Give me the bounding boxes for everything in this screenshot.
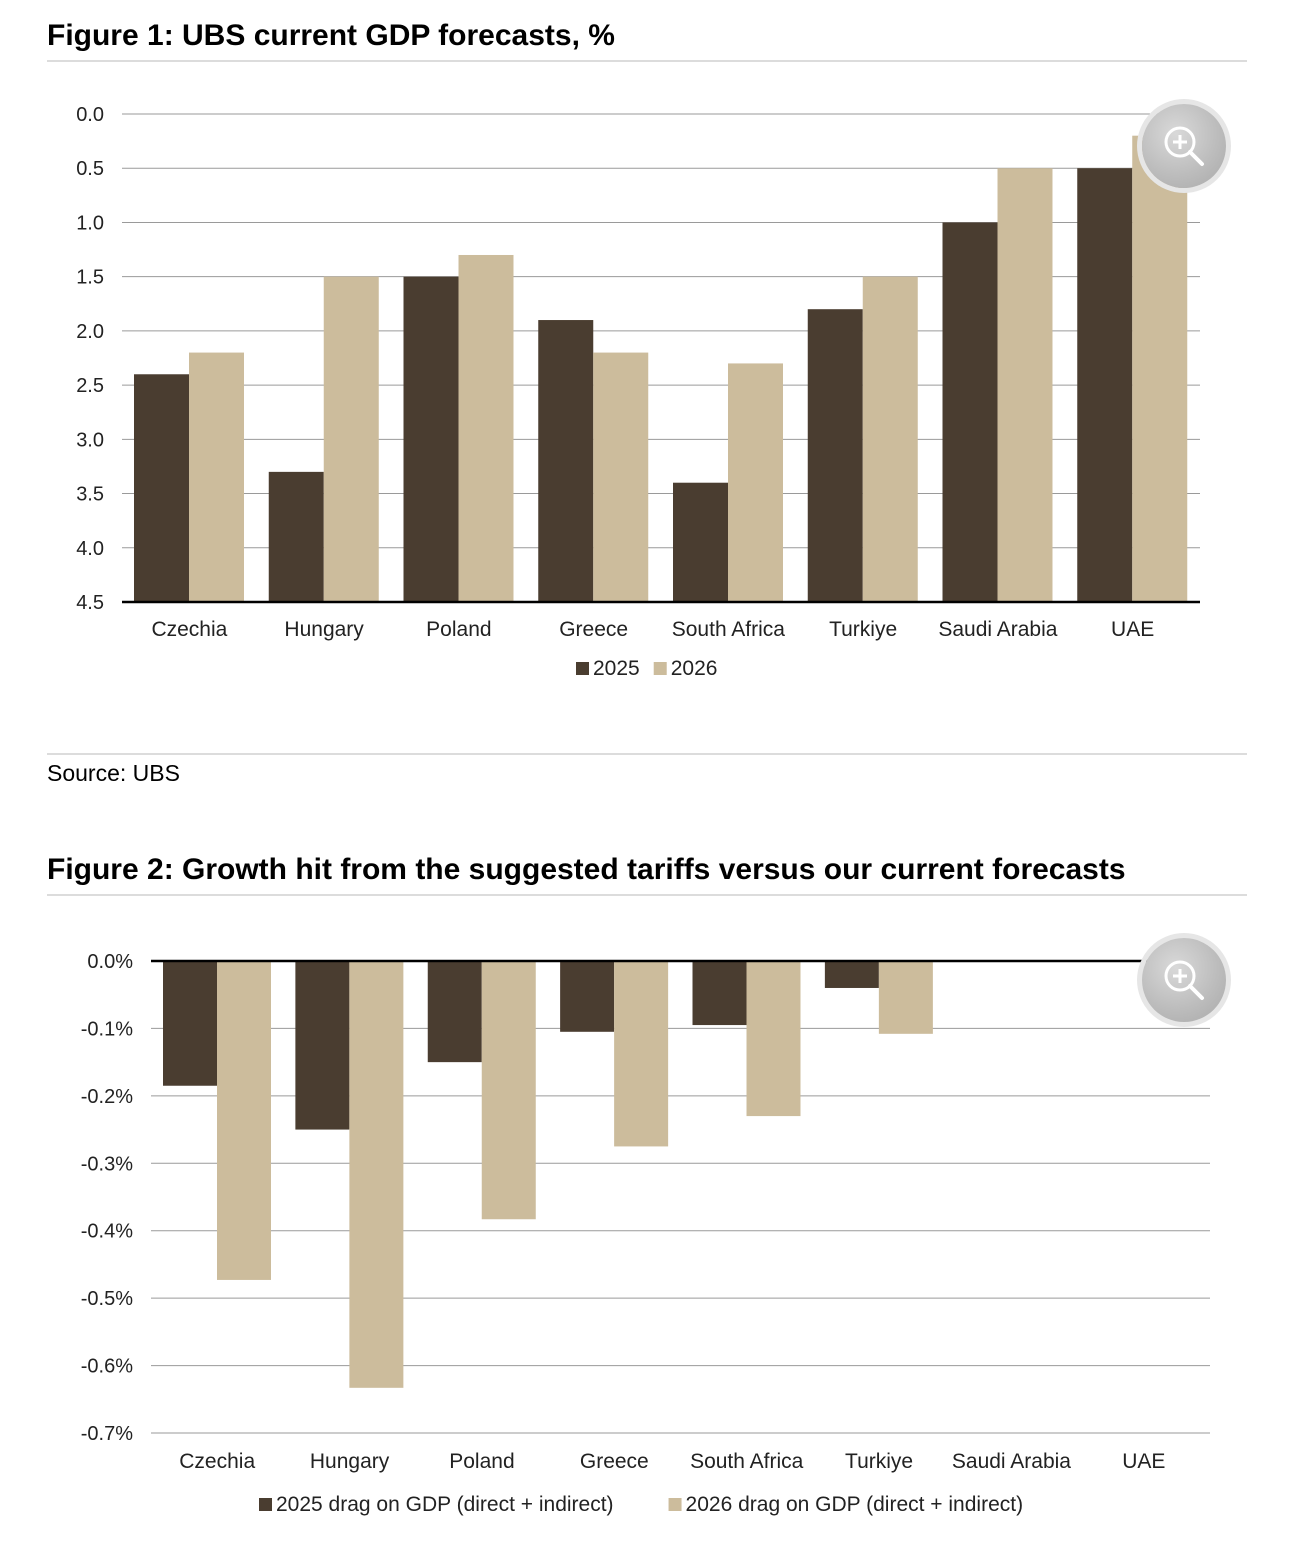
zoom-in-icon	[1164, 126, 1204, 166]
fig1-bar-s1	[268, 471, 324, 602]
fig2-x-category-label: Poland	[449, 1450, 514, 1473]
figure1-source: Source: UBS	[47, 760, 180, 786]
fig2-bar-s2	[878, 961, 933, 1034]
fig2-y-tick-label: -0.1%	[81, 1018, 133, 1040]
fig1-x-category-label: South Africa	[672, 618, 786, 641]
fig2-y-tick-label: -0.6%	[81, 1356, 133, 1378]
fig2-x-category-label: UAE	[1122, 1450, 1165, 1473]
fig1-y-tick-label: 0.0	[76, 104, 104, 126]
fig1-bar-s1	[538, 320, 594, 602]
fig1-bar-s2	[458, 254, 514, 602]
fig1-bar-s2	[862, 276, 918, 602]
fig2-y-tick-label: 0.0%	[87, 951, 133, 973]
fig1-bar-s1	[942, 222, 998, 602]
fig1-y-tick-label: 1.0	[76, 212, 104, 234]
fig2-bar-s2	[746, 961, 801, 1117]
figure2-zoom-button[interactable]	[1142, 938, 1226, 1022]
figure1-title-divider	[47, 60, 1247, 62]
figure2-chart: 0.0% -0.1% -0.2% -0.3% -0.4% -0.5% -0.6% -0.7% C…	[81, 951, 1210, 1516]
fig1-legend-label: 2025	[593, 657, 640, 680]
fig2-bar-s1	[295, 961, 350, 1130]
fig2-legend-swatch	[668, 1498, 682, 1511]
fig1-bar-s2	[997, 168, 1053, 602]
fig1-bar-s2	[189, 352, 244, 602]
fig2-x-category-label: Saudi Arabia	[952, 1450, 1071, 1473]
fig1-y-tick-label: 4.5	[76, 592, 104, 614]
figure1-title: Figure 1: UBS current GDP forecasts, %	[47, 19, 615, 52]
fig2-legend-label: 2026 drag on GDP (direct + indirect)	[686, 1493, 1024, 1516]
fig1-y-tick-label: 2.0	[76, 321, 104, 343]
fig1-bar-s2	[728, 363, 783, 602]
fig2-bar-s2	[481, 961, 536, 1220]
fig1-y-tick-label: 1.5	[76, 267, 104, 289]
figure2-title: Figure 2: Growth hit from the suggested …	[47, 853, 1126, 886]
fig1-bar-s2	[323, 276, 379, 602]
fig1-y-tick-label: 4.0	[76, 538, 104, 560]
fig2-x-category-label: Czechia	[179, 1450, 255, 1473]
fig1-x-category-label: UAE	[1111, 618, 1154, 641]
fig2-legend-label: 2025 drag on GDP (direct + indirect)	[276, 1493, 614, 1516]
fig1-bar-s1	[1077, 168, 1133, 602]
fig1-bar-s2	[593, 352, 649, 602]
fig2-bar-s1	[824, 961, 879, 988]
fig2-bar-s2	[217, 961, 271, 1280]
fig1-x-category-label: Greece	[559, 618, 628, 641]
fig1-x-category-label: Turkiye	[829, 618, 897, 641]
fig1-x-category-label: Czechia	[151, 618, 227, 641]
fig1-bar-s1	[403, 276, 459, 602]
fig2-x-category-label: Turkiye	[845, 1450, 913, 1473]
fig1-y-tick-label: 0.5	[76, 158, 104, 180]
fig2-bar-s2	[614, 961, 669, 1147]
zoom-in-icon	[1164, 960, 1204, 1000]
fig2-y-tick-label: -0.4%	[81, 1221, 133, 1243]
fig1-bar-s1	[807, 309, 863, 602]
fig1-x-category-label: Saudi Arabia	[938, 618, 1057, 641]
fig1-legend-swatch	[653, 662, 667, 675]
fig1-bar-s1	[134, 374, 189, 602]
fig2-bar-s1	[427, 961, 482, 1063]
figure1-zoom-button[interactable]	[1142, 104, 1226, 188]
fig1-y-tick-label: 2.5	[76, 375, 104, 397]
fig2-bar-s2	[349, 961, 404, 1388]
fig1-legend-label: 2026	[671, 657, 718, 680]
fig2-y-tick-label: -0.2%	[81, 1086, 133, 1108]
fig2-x-category-label: South Africa	[690, 1450, 804, 1473]
fig2-bar-s1	[560, 961, 615, 1032]
fig1-x-category-label: Poland	[426, 618, 491, 641]
fig1-legend-swatch	[576, 662, 589, 675]
fig2-x-category-label: Hungary	[310, 1450, 390, 1473]
fig2-y-tick-label: -0.5%	[81, 1288, 133, 1310]
fig1-bar-s1	[673, 482, 728, 602]
fig2-legend-swatch	[259, 1498, 272, 1511]
figure1-source-divider	[47, 753, 1247, 755]
figure2-title-divider	[47, 894, 1247, 896]
fig1-bar-s2	[1132, 135, 1188, 602]
fig1-y-tick-label: 3.5	[76, 484, 104, 506]
fig2-bar-s1	[692, 961, 747, 1026]
fig2-x-category-label: Greece	[580, 1450, 649, 1473]
figure1-chart: 0.0 0.5 1.0 1.5 2.0 2.5 3.0 3.5 4.0 4.5 Czechia Hun…	[76, 104, 1200, 680]
fig2-bar-s1	[163, 961, 217, 1086]
fig1-x-category-label: Hungary	[284, 618, 364, 641]
fig2-y-tick-label: -0.7%	[81, 1423, 133, 1445]
fig1-y-tick-label: 3.0	[76, 429, 104, 451]
fig2-y-tick-label: -0.3%	[81, 1153, 133, 1175]
